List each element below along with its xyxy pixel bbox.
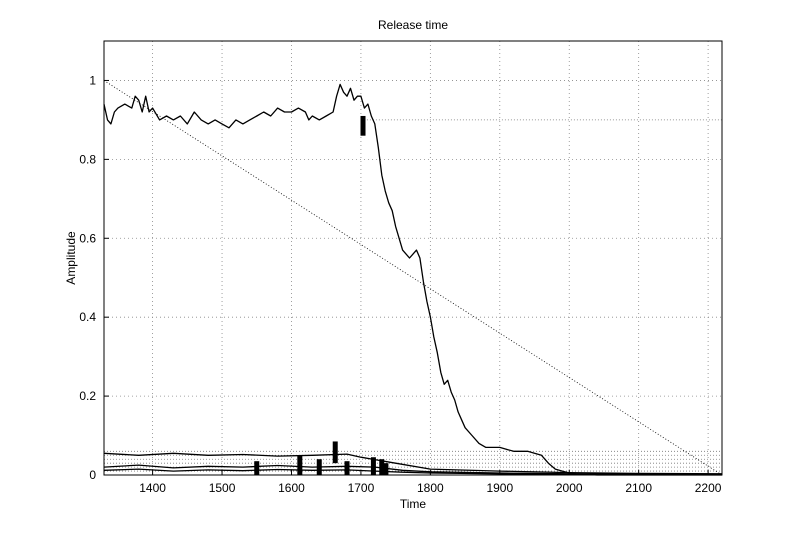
y-ticks: 0 0.2 0.4 0.6 0.8 1 xyxy=(79,73,109,482)
series-line-5 xyxy=(103,80,723,476)
event-marker xyxy=(332,441,338,464)
x-tick-label: 2000 xyxy=(556,481,583,495)
x-tick-label: 1400 xyxy=(139,481,166,495)
event-marker xyxy=(316,459,322,475)
event-marker xyxy=(383,463,389,475)
y-tick-label: 0 xyxy=(89,468,96,482)
x-axis-label: Time xyxy=(400,497,427,511)
x-tick-label: 2100 xyxy=(625,481,652,495)
y-tick-label: 0.4 xyxy=(79,310,96,324)
x-tick-label: 1500 xyxy=(209,481,236,495)
event-marker xyxy=(344,461,350,475)
y-tick-label: 0.6 xyxy=(79,231,96,245)
x-tick-label: 1800 xyxy=(417,481,444,495)
chart-title: Release time xyxy=(378,18,448,32)
series-line-1 xyxy=(103,83,722,476)
series-line-2 xyxy=(103,452,723,475)
axes-box xyxy=(103,40,723,476)
event-marker xyxy=(254,461,260,475)
y-tick-label: 0.8 xyxy=(79,152,96,166)
y-tick-label: 0.2 xyxy=(79,389,96,403)
event-marker xyxy=(360,115,366,136)
x-tick-label: 1900 xyxy=(486,481,513,495)
markers-group xyxy=(254,115,389,475)
x-tick-label: 1700 xyxy=(348,481,375,495)
event-marker xyxy=(370,457,376,475)
event-marker xyxy=(297,455,303,475)
x-tick-label: 1600 xyxy=(278,481,305,495)
event-marker xyxy=(379,459,385,475)
x-ticks: 1400 1500 1600 1700 1800 1900 2000 2100 2200 xyxy=(139,470,722,495)
y-axis-label: Amplitude xyxy=(64,231,78,285)
y-tick-label: 1 xyxy=(89,73,96,87)
x-tick-label: 2200 xyxy=(695,481,722,495)
